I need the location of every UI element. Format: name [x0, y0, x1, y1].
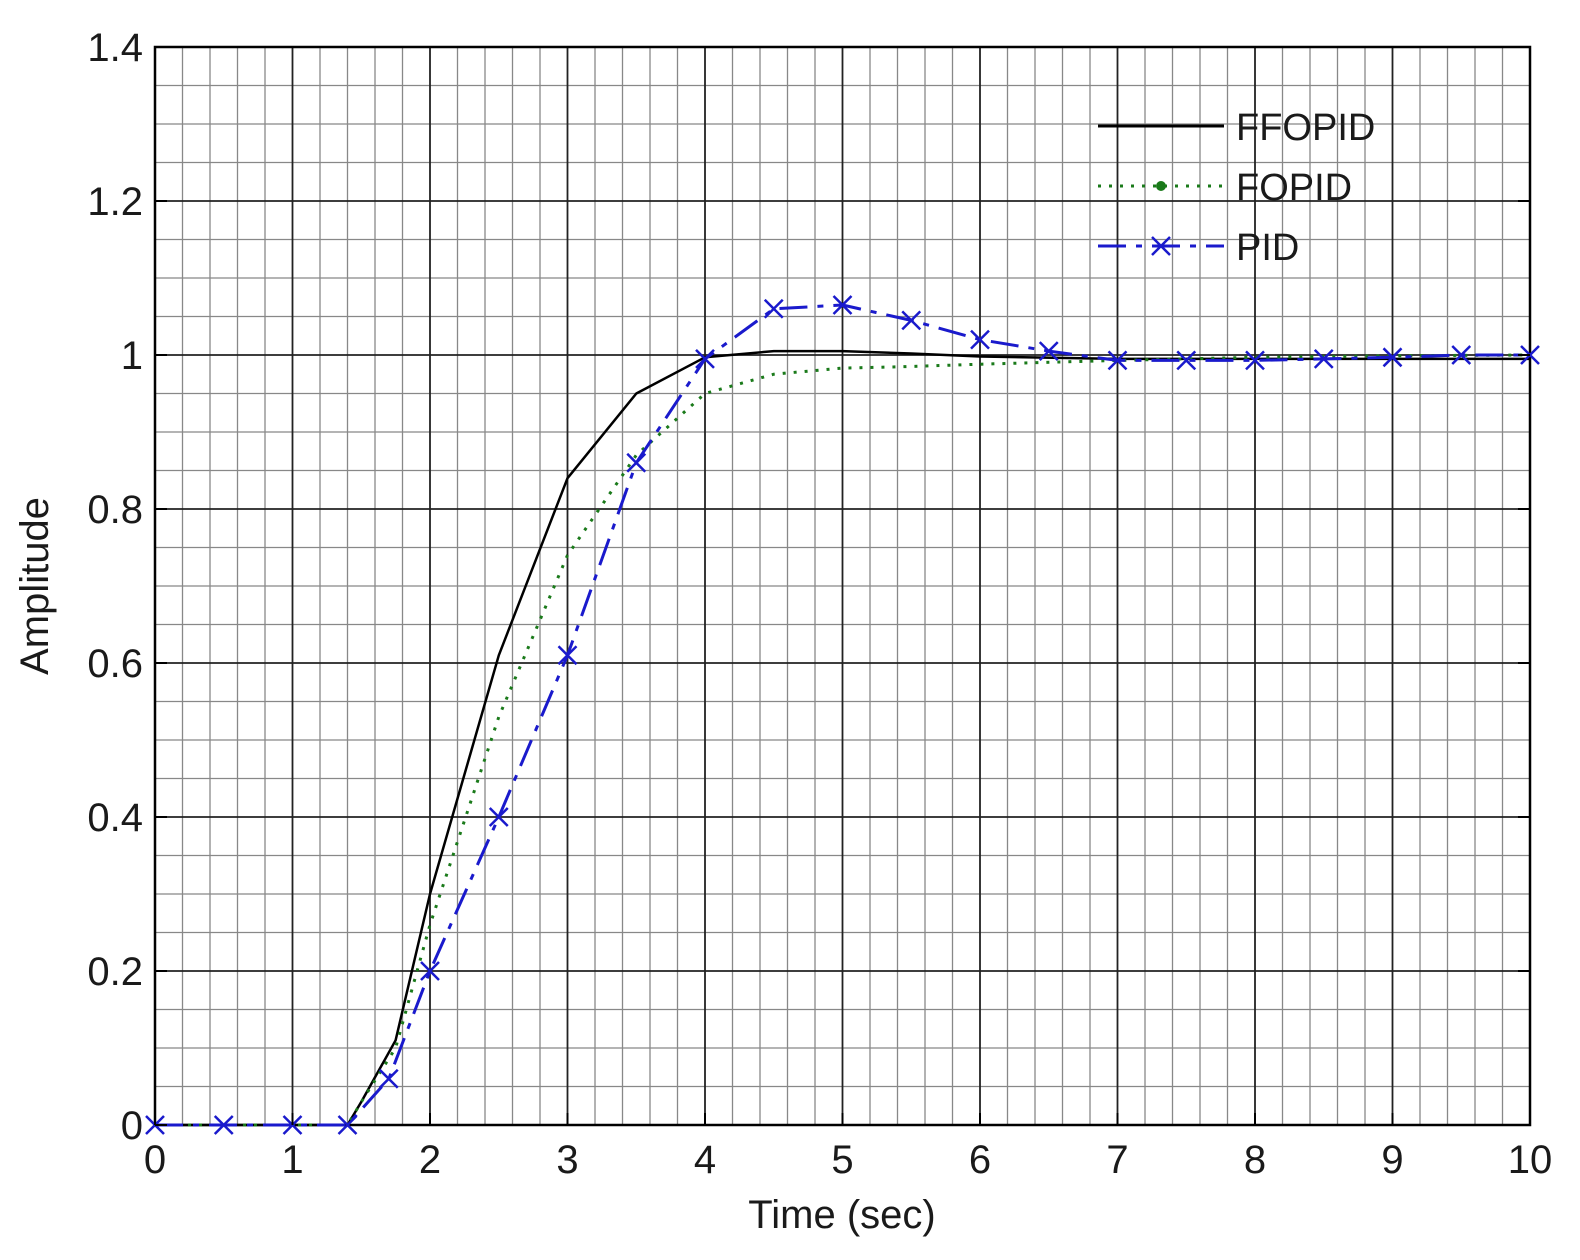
data-point: [1451, 345, 1472, 365]
x-tick-label: 0: [144, 1138, 166, 1182]
data-point: [970, 329, 990, 350]
x-tick-label: 7: [1106, 1138, 1128, 1182]
data-point: [337, 1115, 358, 1135]
x-tick-label: 8: [1244, 1138, 1266, 1182]
y-tick-label: 0: [121, 1104, 143, 1148]
data-point: [1107, 350, 1128, 371]
legend-label: PID: [1236, 227, 1299, 269]
x-tick-label: 9: [1381, 1138, 1403, 1182]
data-point: [1245, 350, 1265, 371]
data-point: [1151, 236, 1171, 256]
y-tick-label: 0.8: [87, 488, 143, 532]
data-point: [1176, 350, 1197, 371]
data-point: [1038, 341, 1059, 362]
x-tick-label: 3: [556, 1138, 578, 1182]
data-point: [1156, 181, 1166, 191]
y-tick-label: 1.4: [87, 26, 143, 70]
x-tick-label: 10: [1508, 1138, 1553, 1182]
y-tick-label: 1.2: [87, 180, 143, 224]
data-point: [626, 452, 647, 473]
legend-item-pid: PID: [1098, 227, 1299, 269]
series-pid: [145, 295, 1540, 1135]
legend-label: FOPID: [1236, 167, 1352, 209]
series-line: [155, 303, 1530, 1127]
data-point: [1313, 348, 1334, 369]
data-point: [557, 645, 578, 666]
y-tick-label: 1: [121, 334, 143, 378]
data-point: [213, 1115, 234, 1135]
y-tick-label: 0.6: [87, 642, 143, 686]
x-tick-label: 2: [419, 1138, 441, 1182]
grid: [154, 46, 1531, 1126]
y-tick-label: 0.2: [87, 950, 143, 994]
legend-label: FFOPID: [1236, 107, 1375, 149]
data-point: [488, 807, 509, 827]
axis-ticks: 0 1 2 3 4 5 6 7 8 9 10 0 0.2 0.4 0.6 0.8 1 1.2 1.4: [87, 26, 1552, 1182]
data-point: [901, 310, 922, 331]
x-axis-label: Time (sec): [748, 1193, 935, 1237]
x-tick-label: 4: [694, 1138, 716, 1182]
data-point: [420, 961, 440, 981]
legend-item-ffopid: FFOPID: [1098, 107, 1375, 149]
data-point: [378, 1068, 399, 1089]
y-axis-label: Amplitude: [13, 497, 57, 675]
data-point: [763, 298, 784, 319]
series-layer: [145, 295, 1540, 1135]
data-point: [832, 295, 853, 315]
x-tick-label: 5: [831, 1138, 853, 1182]
y-tick-label: 0.4: [87, 796, 143, 840]
x-tick-label: 1: [281, 1138, 303, 1182]
data-point: [695, 348, 715, 369]
legend-item-fopid: FOPID: [1098, 167, 1352, 209]
x-tick-label: 6: [969, 1138, 991, 1182]
data-point: [1382, 347, 1403, 368]
legend: FFOPID FOPID PID: [1098, 107, 1375, 269]
